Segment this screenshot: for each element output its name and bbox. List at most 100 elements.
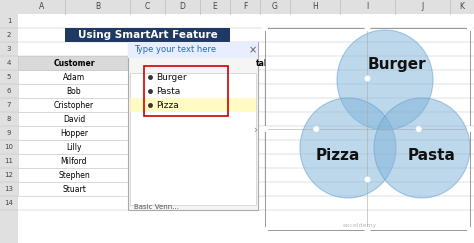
Bar [144,66,228,116]
Text: Stuart: Stuart [62,184,86,193]
Bar [128,42,258,210]
Bar [0,0,474,14]
Text: K: K [459,2,465,11]
Text: 1: 1 [7,18,11,24]
Bar [165,126,200,140]
Bar [165,154,200,168]
Text: Basic Venn...: Basic Venn... [134,204,179,210]
Bar [200,154,230,168]
Text: J: J [421,2,424,11]
Bar [165,98,200,112]
Text: B: B [145,59,150,68]
Bar [18,84,130,98]
Text: 8: 8 [7,116,11,122]
Circle shape [314,127,319,131]
Bar [230,98,265,112]
Text: Burger: Burger [368,58,426,72]
Text: Cristopher: Cristopher [54,101,94,110]
Ellipse shape [300,98,396,198]
Text: I: I [366,2,369,11]
Bar [230,140,265,154]
Text: Burger: Burger [156,72,187,81]
Text: tal: tal [256,59,268,68]
Bar [18,126,130,140]
Bar [230,70,265,84]
Bar [130,70,165,84]
Bar [230,168,265,182]
Text: Milford: Milford [61,156,87,165]
Text: Lilly: Lilly [66,142,82,151]
Text: ›: › [253,125,257,135]
Circle shape [365,76,370,81]
Text: H: H [312,2,318,11]
Bar [18,70,130,84]
Bar [200,126,230,140]
Text: 7: 7 [7,102,11,108]
Bar [18,154,130,168]
Text: 12: 12 [5,172,13,178]
Bar [130,56,165,70]
Bar [230,182,265,196]
Bar [130,98,165,112]
Circle shape [416,127,421,131]
Bar [230,112,265,126]
Text: Adam: Adam [63,72,85,81]
Text: 6: 6 [7,88,11,94]
Bar [18,56,130,70]
Bar [18,182,130,196]
Text: 10: 10 [4,144,13,150]
Text: 14: 14 [5,200,13,206]
Text: 9: 9 [7,130,11,136]
Circle shape [263,127,267,131]
Bar [128,42,258,58]
Text: G: G [272,2,278,11]
Bar [200,84,230,98]
Circle shape [467,127,473,131]
Circle shape [365,227,370,233]
Bar [65,28,230,42]
Bar [130,98,256,112]
Bar [18,98,130,112]
Bar [130,154,165,168]
Text: Pizza: Pizza [316,148,360,164]
Bar [130,140,165,154]
Bar [165,168,200,182]
Text: D: D [180,2,185,11]
Bar [18,112,130,126]
Bar [200,182,230,196]
Text: E: E [213,2,218,11]
Bar [165,140,200,154]
Text: 13: 13 [4,186,13,192]
Bar [200,98,230,112]
Bar [130,112,165,126]
Bar [165,182,200,196]
Text: Type your text here: Type your text here [134,45,216,54]
Bar [18,140,130,154]
Bar [130,84,165,98]
Text: Stephen: Stephen [58,171,90,180]
Bar [200,140,230,154]
Bar [165,112,200,126]
Text: 4: 4 [7,60,11,66]
Bar [130,168,165,182]
Text: F: F [243,2,247,11]
Text: Pasta: Pasta [156,87,180,95]
Text: Pasta: Pasta [408,148,456,164]
Bar [200,168,230,182]
Text: Bob: Bob [67,87,82,95]
Bar [230,84,265,98]
Text: Customer: Customer [53,59,95,68]
Bar [130,182,165,196]
Bar [265,28,470,230]
Bar [130,56,165,70]
Text: Hopper: Hopper [60,129,88,138]
Ellipse shape [337,30,433,130]
Bar [18,168,130,182]
Bar [230,126,265,140]
Bar [200,70,230,84]
Ellipse shape [374,98,470,198]
Bar [0,14,18,243]
Text: David: David [63,114,85,123]
Bar [18,56,130,70]
Text: 5: 5 [7,74,11,80]
